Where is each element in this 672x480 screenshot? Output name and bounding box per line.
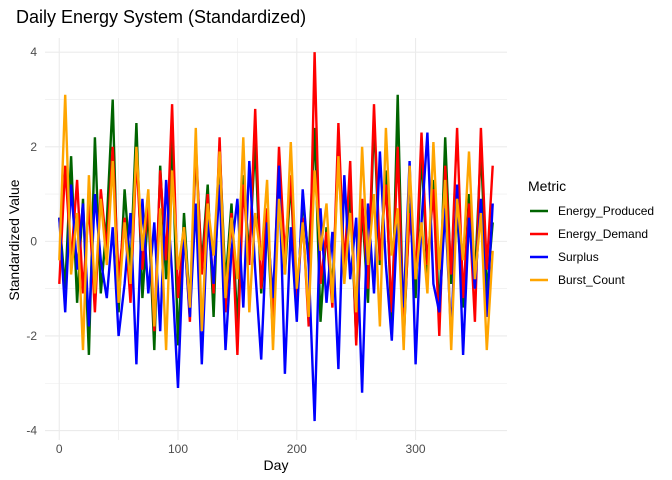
- y-tick-label: 4: [30, 45, 37, 59]
- y-tick-label: 2: [30, 140, 37, 154]
- y-axis-title: Standardized Value: [6, 179, 22, 300]
- x-tick-label: 100: [168, 442, 188, 456]
- x-tick-label: 200: [287, 442, 307, 456]
- chart-title: Daily Energy System (Standardized): [16, 7, 306, 27]
- legend-label-surplus: Surplus: [558, 250, 599, 264]
- y-tick-label: -2: [26, 329, 37, 343]
- legend-label-burst-count: Burst_Count: [558, 273, 625, 287]
- x-axis-title: Day: [264, 457, 289, 473]
- x-tick-label: 0: [56, 442, 63, 456]
- legend-title: Metric: [528, 178, 566, 194]
- legend-label-energy-demand: Energy_Demand: [558, 227, 648, 241]
- y-axis: -4 -2 0 2 4: [26, 45, 37, 437]
- y-tick-label: -4: [26, 424, 37, 438]
- x-axis: 0 100 200 300: [56, 442, 426, 456]
- series-line-burst-count: [58, 94, 494, 351]
- y-tick-label: 0: [30, 234, 37, 248]
- plot-series: [58, 52, 494, 422]
- x-tick-label: 300: [406, 442, 426, 456]
- legend-label-energy-produced: Energy_Produced: [558, 204, 654, 218]
- legend: Metric Energy_Produced Energy_Demand Surpl…: [528, 178, 654, 287]
